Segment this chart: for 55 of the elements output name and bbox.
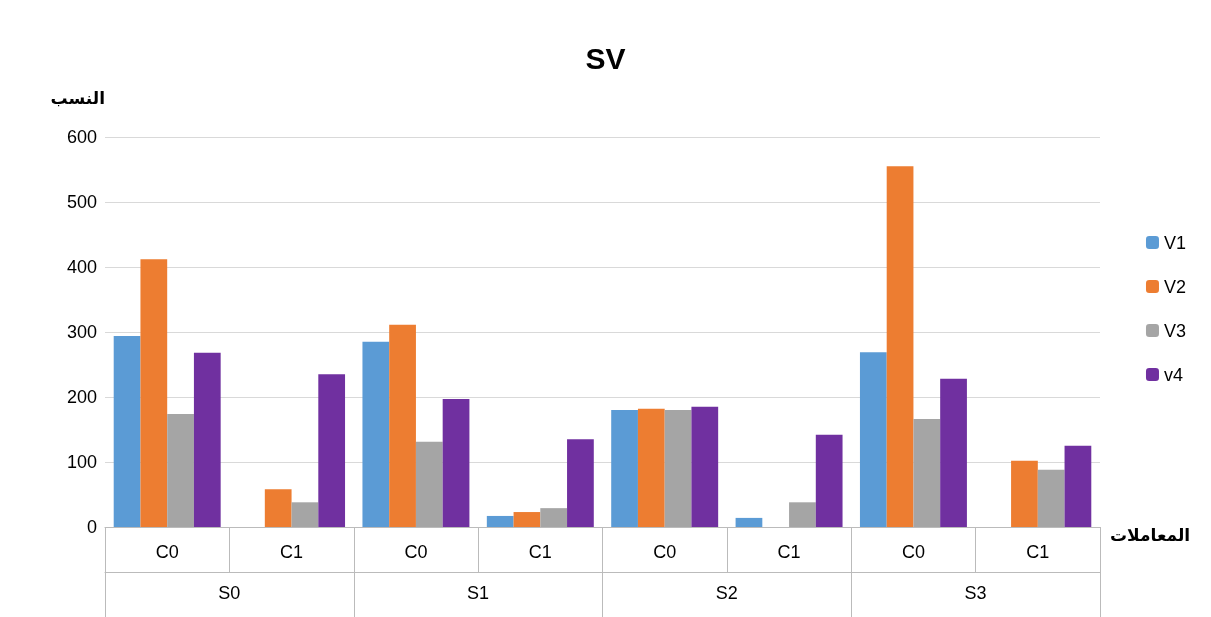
x-tick-label: C1 [528, 542, 552, 562]
bar [540, 508, 568, 527]
bar [1011, 460, 1038, 527]
y-tick-label: 600 [66, 127, 97, 147]
bar [167, 413, 194, 527]
bar [940, 378, 967, 527]
bar [637, 408, 665, 527]
x-tick-label: C0 [155, 542, 179, 562]
bar [415, 441, 443, 527]
bar [389, 324, 416, 527]
y-tick-label: 0 [86, 517, 97, 537]
bar [291, 502, 319, 527]
legend-label: V2 [1163, 276, 1187, 297]
bar [789, 502, 816, 527]
x-tick-label: C1 [280, 542, 304, 562]
bar [1064, 445, 1092, 527]
bar [913, 419, 941, 527]
bar [318, 374, 346, 527]
x-tick-label: C1 [777, 542, 801, 562]
x-axis-title: المعاملات [1110, 526, 1191, 545]
y-tick-label: 400 [66, 257, 97, 277]
x-tick-label: C0 [653, 542, 677, 562]
x-tick-label: C0 [901, 542, 925, 562]
bar [691, 406, 719, 527]
legend-label: V3 [1163, 320, 1187, 341]
bar [735, 517, 763, 527]
legend-label: V1 [1163, 232, 1187, 253]
bar [886, 166, 914, 527]
bar [513, 512, 541, 527]
y-tick-label: 300 [66, 322, 97, 342]
bar [815, 434, 843, 527]
bar [362, 341, 390, 527]
bar [442, 398, 470, 527]
text: S2 [715, 583, 738, 603]
x-tick-label: C0 [404, 542, 428, 562]
x-tick-label: C1 [1026, 542, 1050, 562]
bar [486, 515, 514, 527]
bar [113, 335, 141, 527]
bar [264, 489, 292, 527]
y-tick-label: 100 [66, 452, 97, 472]
legend-label: v4 [1163, 364, 1183, 385]
bar [193, 352, 221, 527]
text: S3 [964, 583, 987, 603]
chart-title: SV [585, 41, 626, 75]
bar [859, 352, 887, 527]
text: S1 [467, 583, 490, 603]
bar [664, 410, 692, 527]
bar [611, 410, 638, 527]
y-tick-label: 200 [66, 387, 97, 407]
bar [140, 259, 168, 527]
text: S0 [218, 583, 241, 603]
bar [567, 439, 594, 527]
y-axis-title: النسب [50, 89, 105, 108]
y-tick-label: 500 [66, 192, 97, 212]
bar [1037, 469, 1065, 527]
